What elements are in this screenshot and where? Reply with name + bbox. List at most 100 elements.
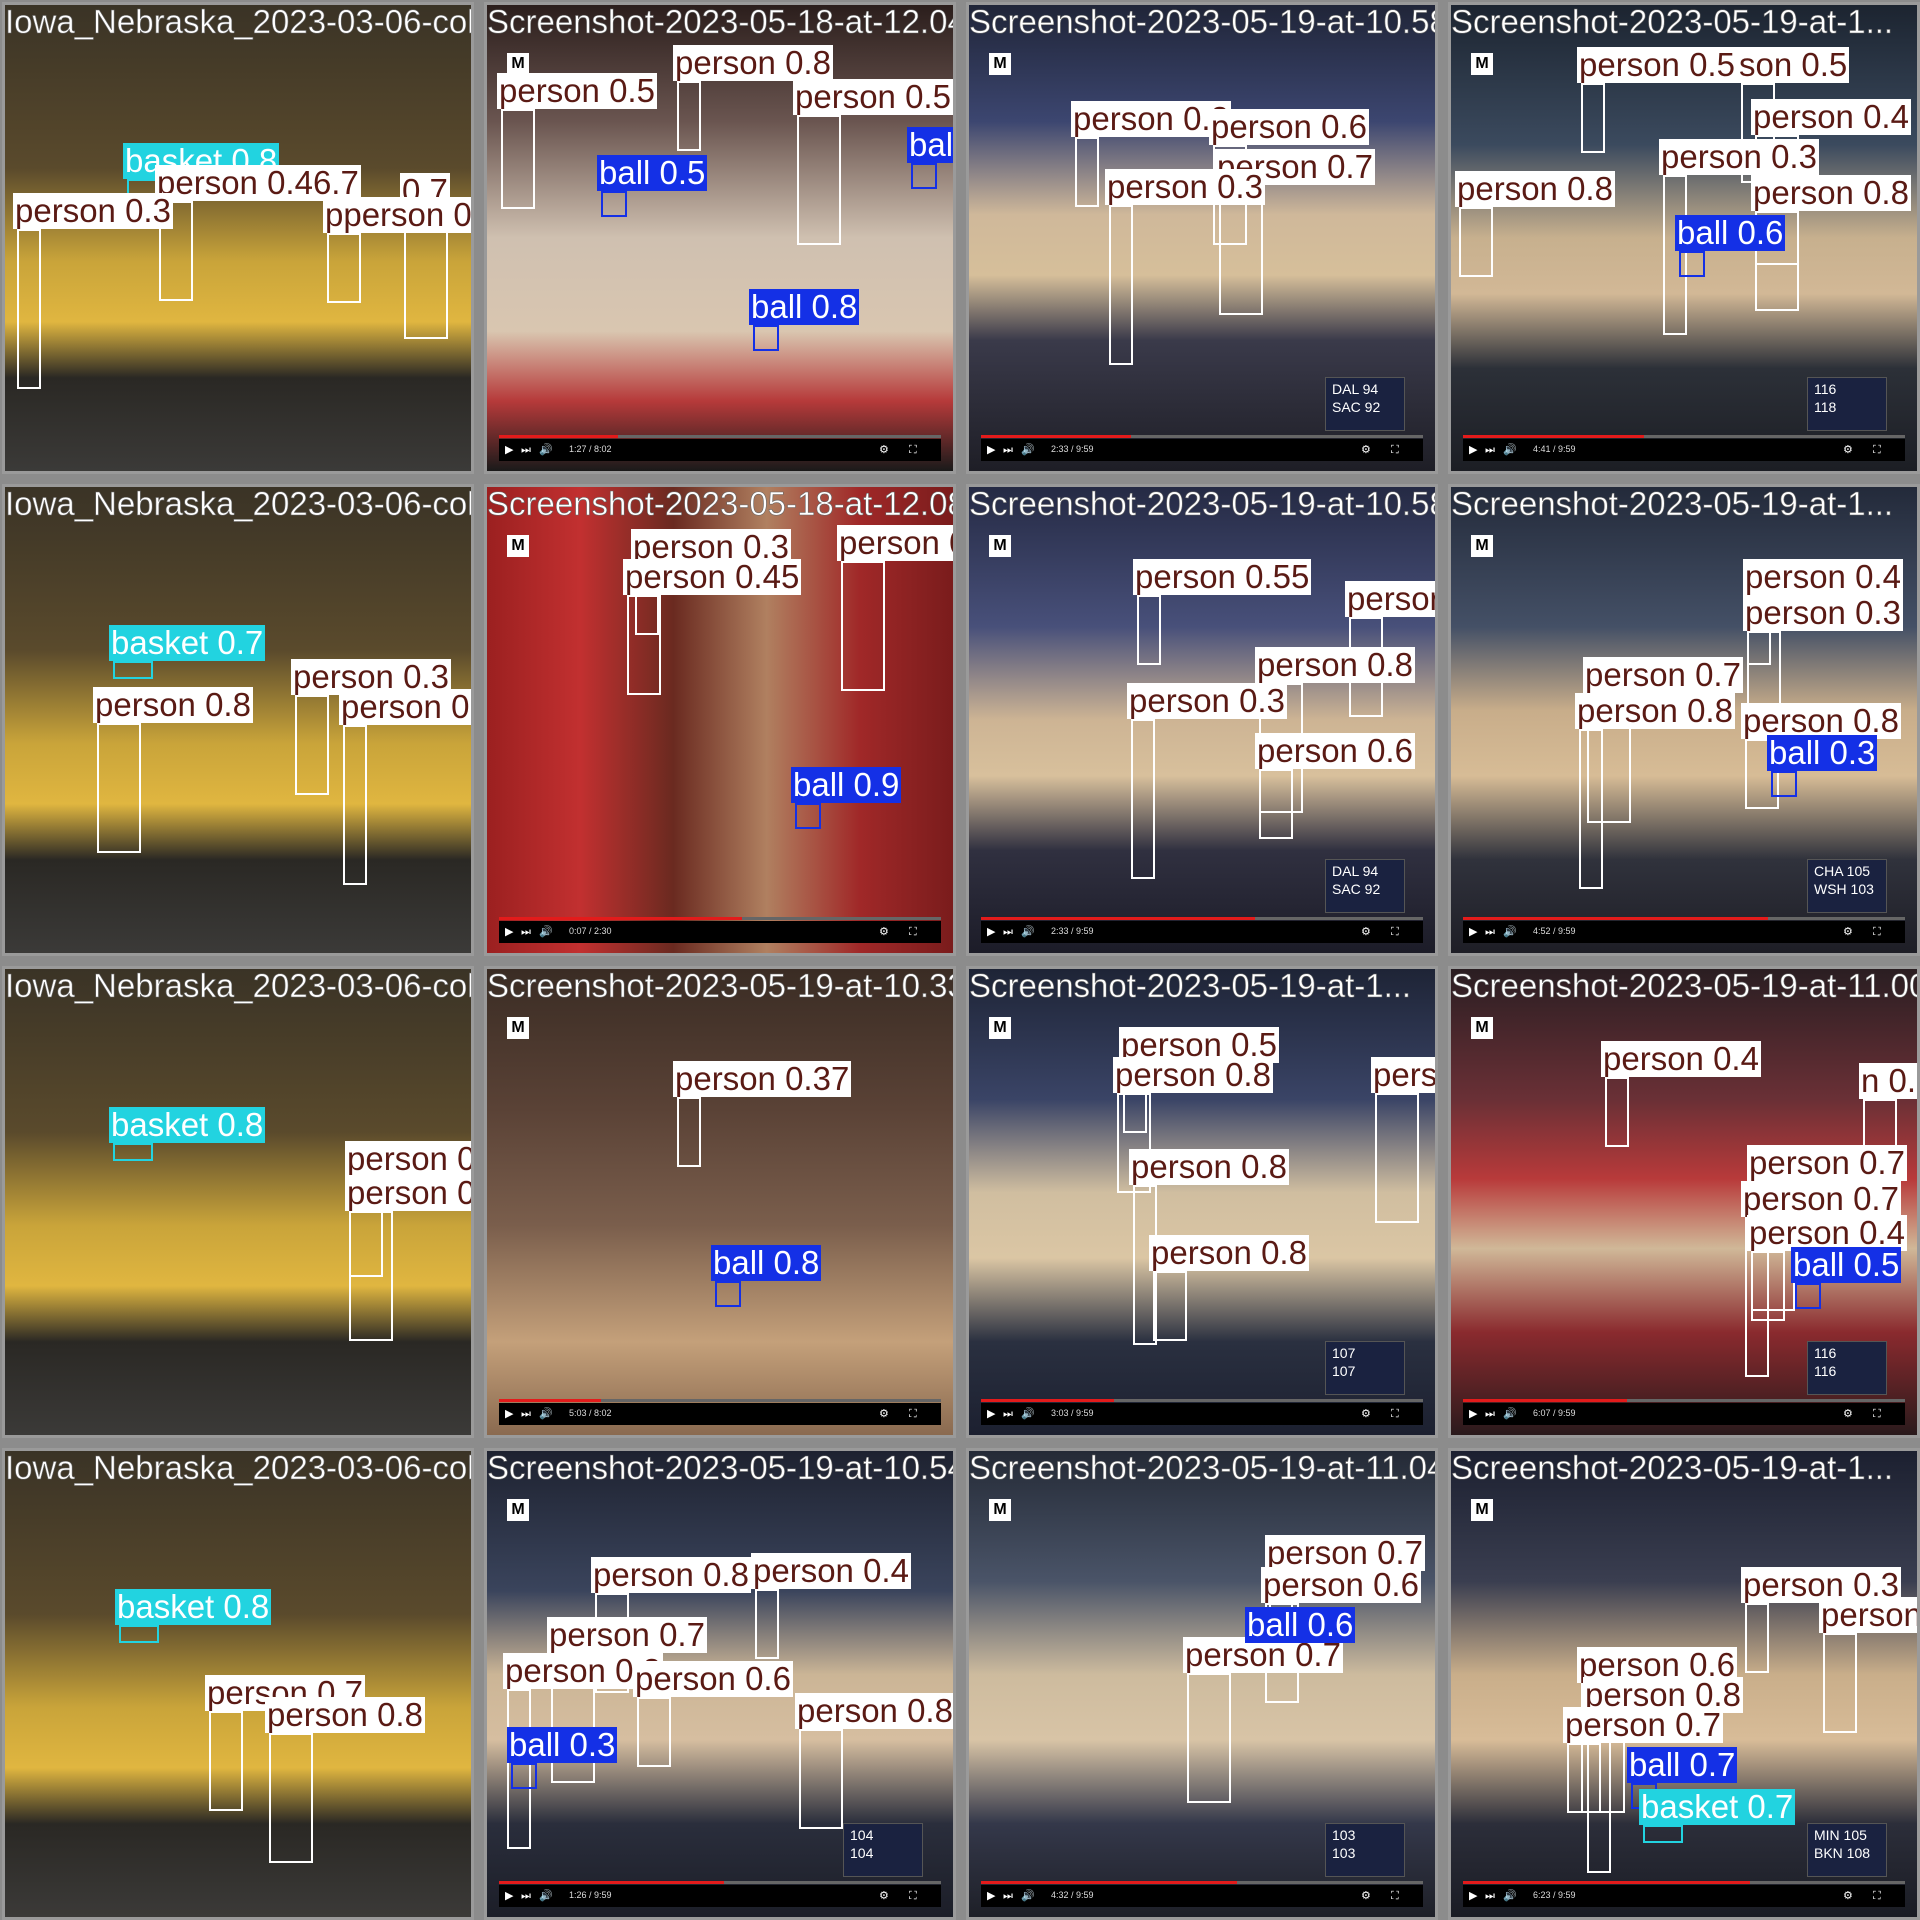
- volume-icon[interactable]: 🔊: [1503, 1889, 1517, 1902]
- volume-icon[interactable]: 🔊: [1503, 443, 1517, 456]
- fullscreen-icon[interactable]: ⛶: [1873, 925, 1881, 938]
- play-icon[interactable]: ▶: [987, 1889, 996, 1902]
- fullscreen-icon[interactable]: ⛶: [909, 1889, 917, 1902]
- tile-5: Screenshot-2023-05-18-at-12.08.46-PM Mper…: [484, 484, 956, 956]
- score-line: WSH 103: [1814, 881, 1874, 897]
- ball-label: ball 0.8: [711, 1244, 822, 1281]
- video-controls[interactable]: ▶ ⏭ 🔊 4:52 / 9:59 ⚙ ⛶: [1463, 917, 1905, 943]
- progress-bar[interactable]: [1463, 435, 1905, 438]
- channel-logo-icon: M: [989, 1499, 1011, 1521]
- scoreboard: CHA 105 WSH 103: [1807, 859, 1887, 913]
- ball-label: ball 0.6: [1245, 1606, 1356, 1643]
- settings-icon[interactable]: ⚙: [1843, 1889, 1853, 1902]
- next-icon[interactable]: ⏭: [1485, 1889, 1495, 1902]
- fullscreen-icon[interactable]: ⛶: [1873, 443, 1881, 456]
- video-controls[interactable]: ▶ ⏭ 🔊 1:27 / 8:02 ⚙ ⛶: [499, 435, 941, 461]
- person-label: person 0.7: [1741, 1180, 1901, 1217]
- fullscreen-icon[interactable]: ⛶: [1873, 1407, 1881, 1420]
- video-controls[interactable]: ▶ ⏭ 🔊 2:33 / 9:59 ⚙ ⛶: [981, 435, 1423, 461]
- settings-icon[interactable]: ⚙: [1843, 443, 1853, 456]
- video-controls[interactable]: ▶ ⏭ 🔊 1:26 / 9:59 ⚙ ⛶: [499, 1881, 941, 1907]
- ball-label: ball 0.3: [1767, 734, 1878, 771]
- video-controls[interactable]: ▶ ⏭ 🔊 6:07 / 9:59 ⚙ ⛶: [1463, 1399, 1905, 1425]
- next-icon[interactable]: ⏭: [1003, 925, 1013, 938]
- fullscreen-icon[interactable]: ⛶: [1873, 1889, 1881, 1902]
- video-controls[interactable]: ▶ ⏭ 🔊 3:03 / 9:59 ⚙ ⛶: [981, 1399, 1423, 1425]
- volume-icon[interactable]: 🔊: [1503, 925, 1517, 938]
- fullscreen-icon[interactable]: ⛶: [1391, 925, 1399, 938]
- scoreboard: 116 118: [1807, 377, 1887, 431]
- video-controls[interactable]: ▶ ⏭ 🔊 4:41 / 9:59 ⚙ ⛶: [1463, 435, 1905, 461]
- volume-icon[interactable]: 🔊: [1021, 1889, 1035, 1902]
- progress-bar[interactable]: [981, 435, 1423, 438]
- play-icon[interactable]: ▶: [505, 925, 514, 938]
- next-icon[interactable]: ⏭: [1485, 1407, 1495, 1420]
- volume-icon[interactable]: 🔊: [539, 1889, 553, 1902]
- basket-bbox: [119, 1625, 159, 1643]
- play-icon[interactable]: ▶: [1469, 443, 1478, 456]
- volume-icon[interactable]: 🔊: [1021, 925, 1035, 938]
- settings-icon[interactable]: ⚙: [1361, 443, 1371, 456]
- play-icon[interactable]: ▶: [505, 443, 514, 456]
- next-icon[interactable]: ⏭: [1003, 1407, 1013, 1420]
- progress-bar[interactable]: [981, 1399, 1423, 1402]
- scoreboard: MIN 105 BKN 108: [1807, 1823, 1887, 1877]
- settings-icon[interactable]: ⚙: [879, 1889, 889, 1902]
- scoreboard: DAL 94 SAC 92: [1325, 377, 1405, 431]
- play-icon[interactable]: ▶: [1469, 1889, 1478, 1902]
- settings-icon[interactable]: ⚙: [879, 443, 889, 456]
- person-bbox: [327, 233, 361, 303]
- play-icon[interactable]: ▶: [987, 925, 996, 938]
- settings-icon[interactable]: ⚙: [1361, 1889, 1371, 1902]
- play-icon[interactable]: ▶: [987, 1407, 996, 1420]
- fullscreen-icon[interactable]: ⛶: [909, 925, 917, 938]
- volume-icon[interactable]: 🔊: [1503, 1407, 1517, 1420]
- play-icon[interactable]: ▶: [987, 443, 996, 456]
- settings-icon[interactable]: ⚙: [1843, 925, 1853, 938]
- next-icon[interactable]: ⏭: [1485, 443, 1495, 456]
- play-icon[interactable]: ▶: [505, 1407, 514, 1420]
- settings-icon[interactable]: ⚙: [1361, 1407, 1371, 1420]
- next-icon[interactable]: ⏭: [1003, 443, 1013, 456]
- settings-icon[interactable]: ⚙: [1361, 925, 1371, 938]
- progress-bar[interactable]: [1463, 1881, 1905, 1884]
- progress-bar[interactable]: [499, 435, 941, 438]
- progress-bar[interactable]: [499, 1399, 941, 1402]
- progress-bar[interactable]: [499, 1881, 941, 1884]
- video-controls[interactable]: ▶ ⏭ 🔊 2:33 / 9:59 ⚙ ⛶: [981, 917, 1423, 943]
- volume-icon[interactable]: 🔊: [539, 925, 553, 938]
- progress-bar[interactable]: [981, 1881, 1423, 1884]
- fullscreen-icon[interactable]: ⛶: [909, 1407, 917, 1420]
- next-icon[interactable]: ⏭: [521, 925, 531, 938]
- progress-bar[interactable]: [981, 917, 1423, 920]
- play-icon[interactable]: ▶: [505, 1889, 514, 1902]
- fullscreen-icon[interactable]: ⛶: [909, 443, 917, 456]
- volume-icon[interactable]: 🔊: [1021, 1407, 1035, 1420]
- settings-icon[interactable]: ⚙: [879, 1407, 889, 1420]
- next-icon[interactable]: ⏭: [521, 1407, 531, 1420]
- fullscreen-icon[interactable]: ⛶: [1391, 1407, 1399, 1420]
- next-icon[interactable]: ⏭: [521, 1889, 531, 1902]
- basket-label: basket 0.7: [1639, 1788, 1796, 1825]
- progress-bar[interactable]: [1463, 1399, 1905, 1402]
- next-icon[interactable]: ⏭: [521, 443, 531, 456]
- tile-title: Iowa_Nebraska_2023-03-06-college-mens-..…: [5, 485, 474, 522]
- fullscreen-icon[interactable]: ⛶: [1391, 1889, 1399, 1902]
- progress-bar[interactable]: [1463, 917, 1905, 920]
- fullscreen-icon[interactable]: ⛶: [1391, 443, 1399, 456]
- settings-icon[interactable]: ⚙: [1843, 1407, 1853, 1420]
- play-icon[interactable]: ▶: [1469, 1407, 1478, 1420]
- next-icon[interactable]: ⏭: [1003, 1889, 1013, 1902]
- play-icon[interactable]: ▶: [1469, 925, 1478, 938]
- volume-icon[interactable]: 🔊: [539, 443, 553, 456]
- settings-icon[interactable]: ⚙: [879, 925, 889, 938]
- volume-icon[interactable]: 🔊: [1021, 443, 1035, 456]
- volume-icon[interactable]: 🔊: [539, 1407, 553, 1420]
- next-icon[interactable]: ⏭: [1485, 925, 1495, 938]
- video-controls[interactable]: ▶ ⏭ 🔊 5:03 / 8:02 ⚙ ⛶: [499, 1399, 941, 1425]
- person-bbox: [1605, 1077, 1629, 1147]
- video-controls[interactable]: ▶ ⏭ 🔊 0:07 / 2:30 ⚙ ⛶: [499, 917, 941, 943]
- video-controls[interactable]: ▶ ⏭ 🔊 6:23 / 9:59 ⚙ ⛶: [1463, 1881, 1905, 1907]
- progress-bar[interactable]: [499, 917, 941, 920]
- video-controls[interactable]: ▶ ⏭ 🔊 4:32 / 9:59 ⚙ ⛶: [981, 1881, 1423, 1907]
